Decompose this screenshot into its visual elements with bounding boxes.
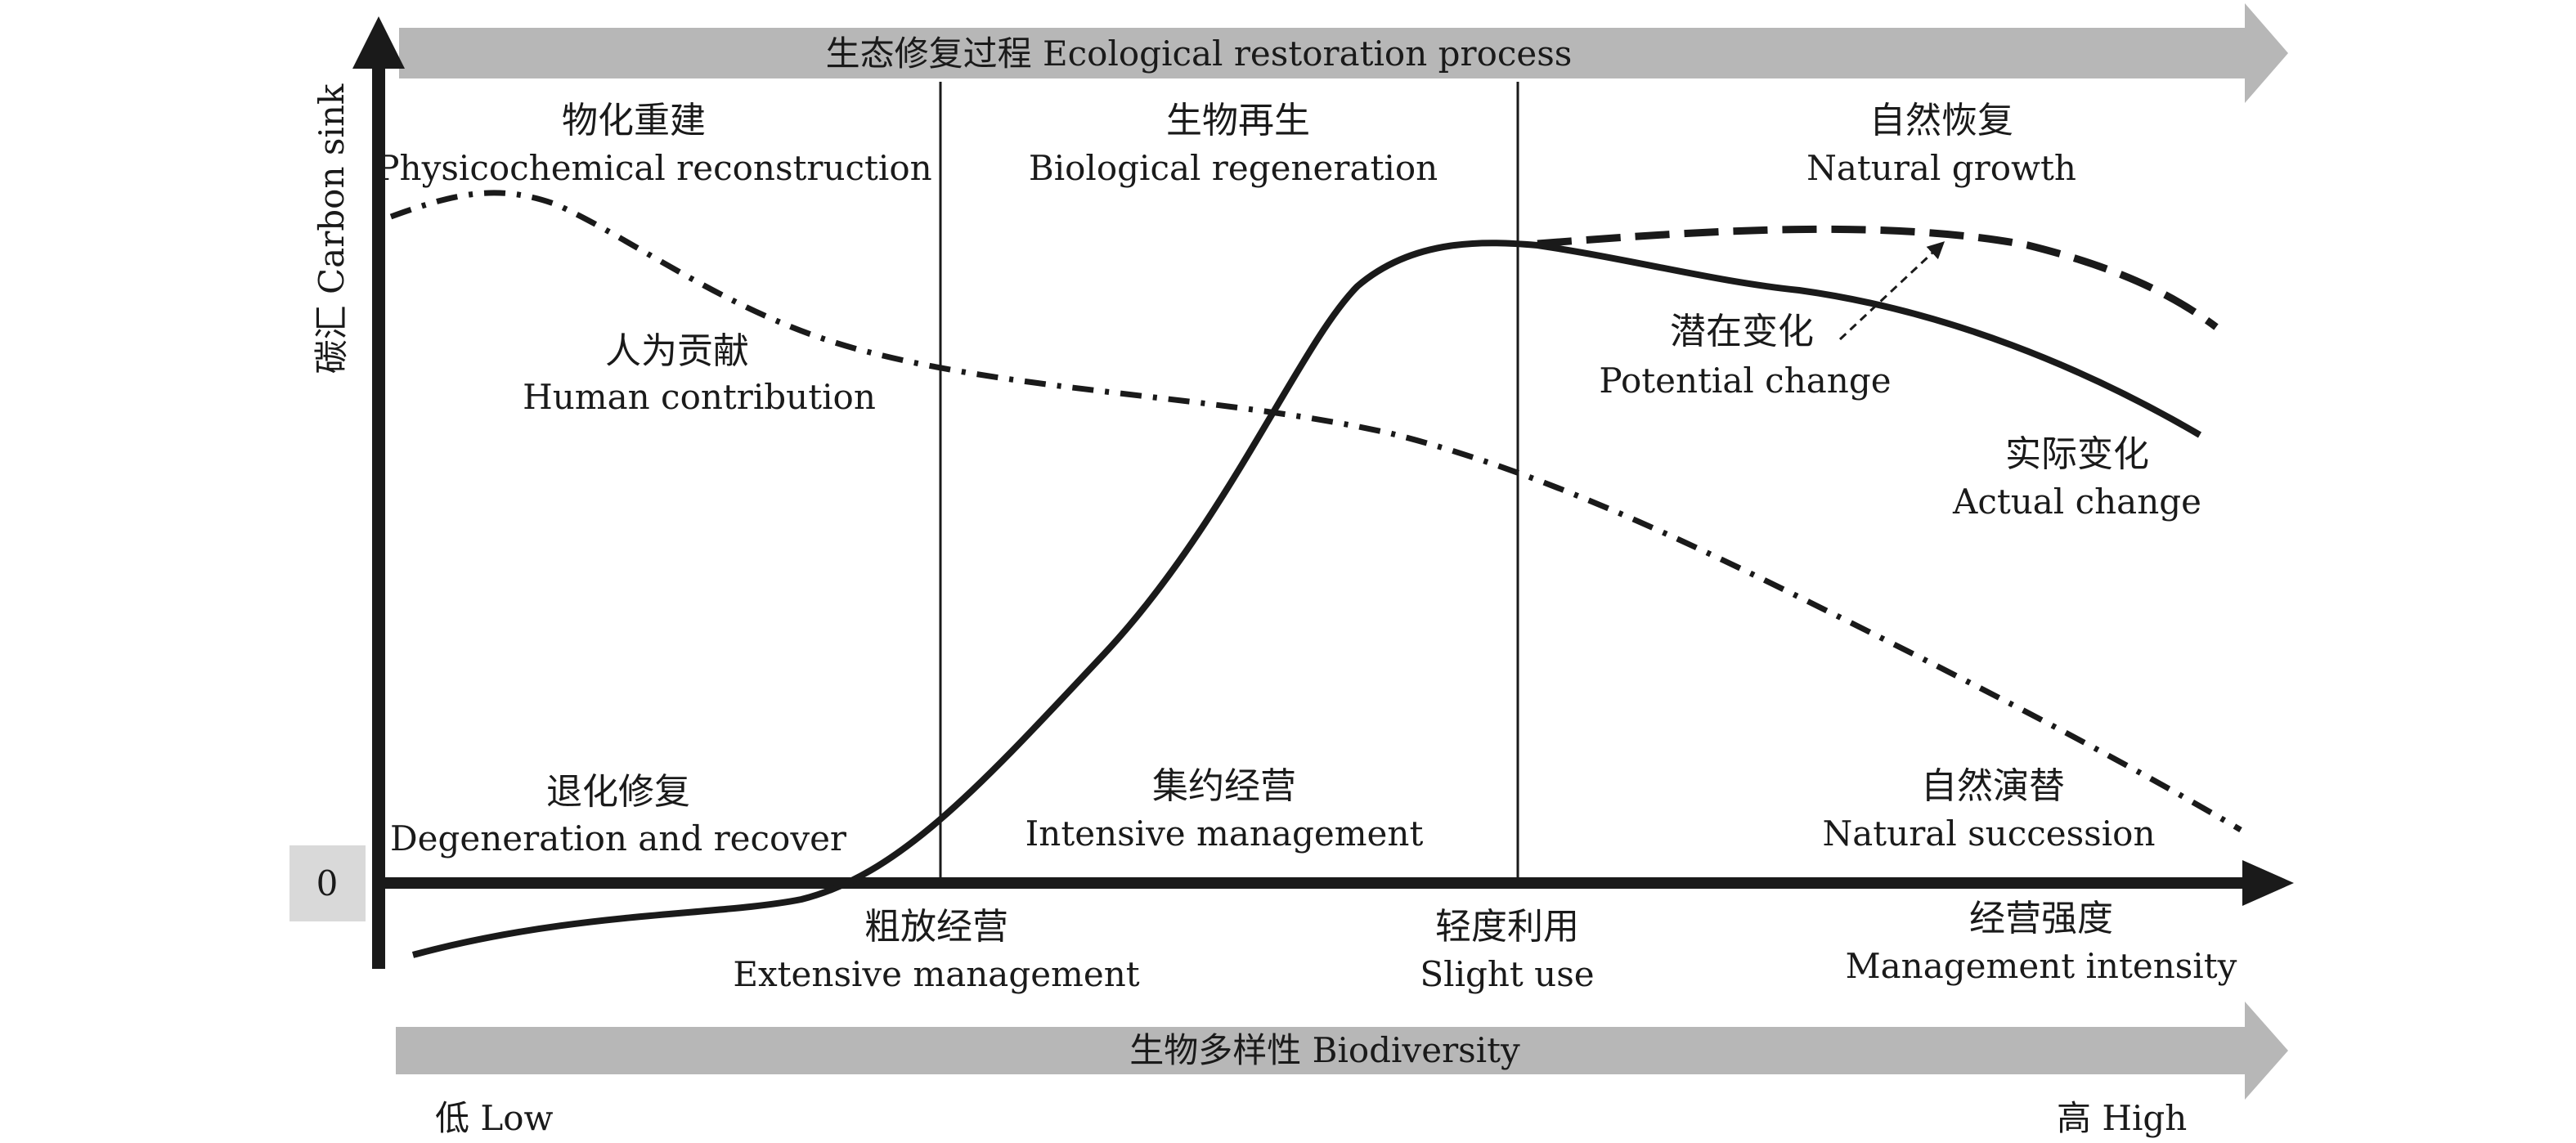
biodiversity-banner-label: 生物多样性 Biodiversity	[1129, 1030, 1520, 1070]
management-3-zh: 自然演替	[1921, 765, 2065, 807]
potential-change-pointer	[1838, 241, 1945, 341]
potential-change-en: Potential change	[1599, 361, 1891, 401]
biodiversity-low: 低 Low	[435, 1098, 554, 1138]
management-1-en: Degeneration and recover	[390, 818, 847, 858]
management-2-en: Intensive management	[1025, 814, 1424, 854]
human-contribution-en: Human contribution	[523, 377, 876, 417]
actual-change-en: Actual change	[1952, 482, 2201, 522]
biodiversity-high: 高 High	[2057, 1098, 2187, 1138]
stage-1-zh: 物化重建	[562, 100, 706, 141]
x-axis-label-zh: 经营强度	[1969, 898, 2113, 939]
x-tick-1-zh: 粗放经营	[864, 906, 1008, 948]
potential-change-zh: 潜在变化	[1670, 311, 1814, 352]
process-banner-arrow	[399, 3, 2288, 103]
stage-1-en: Physicochemical reconstruction	[376, 148, 931, 188]
zero-label: 0	[316, 863, 339, 903]
y-axis-label: 碳汇 Carbon sink	[312, 83, 352, 374]
y-axis-arrowhead	[352, 16, 405, 69]
x-tick-2-zh: 轻度利用	[1435, 906, 1579, 948]
management-3-en: Natural succession	[1823, 814, 2156, 854]
stage-2-en: Biological regeneration	[1029, 148, 1438, 188]
x-axis-label-en: Management intensity	[1846, 946, 2237, 986]
x-tick-2-en: Slight use	[1420, 954, 1594, 994]
management-1-zh: 退化修复	[546, 771, 690, 813]
stage-3-zh: 自然恢复	[1869, 100, 2013, 141]
potential-change-curve	[1537, 225, 2219, 330]
actual-change-curve	[411, 240, 2202, 958]
management-2-zh: 集约经营	[1152, 765, 1296, 807]
stage-3-en: Natural growth	[1806, 148, 2076, 188]
zero-box	[289, 845, 366, 921]
x-axis-arrowhead	[2242, 860, 2294, 906]
biodiversity-banner-arrow	[396, 1002, 2288, 1100]
process-banner-label: 生态修复过程 Ecological restoration process	[826, 34, 1573, 74]
actual-change-zh: 实际变化	[2005, 433, 2149, 475]
human-contribution-curve	[389, 190, 2242, 833]
human-contribution-zh: 人为贡献	[605, 330, 749, 372]
x-tick-1-en: Extensive management	[733, 954, 1139, 994]
stage-2-zh: 生物再生	[1166, 100, 1310, 141]
